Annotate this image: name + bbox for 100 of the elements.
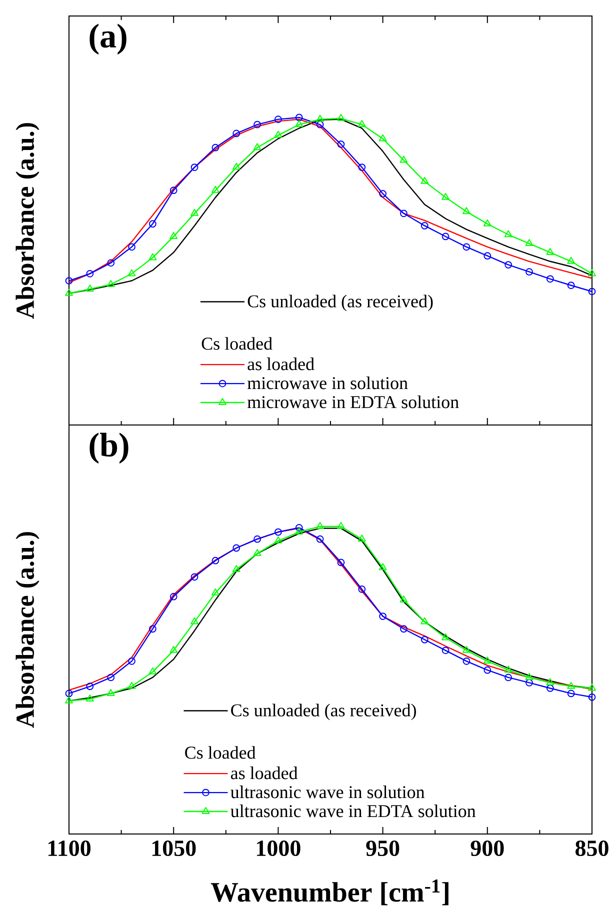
point (274, 536, 282, 544)
point (588, 288, 596, 296)
point (65, 690, 73, 698)
point (420, 222, 428, 230)
y-axis-title: Absorbance (a.u.) (16, 532, 40, 728)
point (274, 130, 282, 138)
legend-label: ultrasonic wave in solution (230, 786, 425, 798)
point (253, 143, 262, 150)
point (400, 625, 408, 633)
legend-label: Cs unloaded (as received) (231, 704, 416, 720)
chart-title: (b) (90, 432, 128, 464)
point (462, 207, 470, 214)
point (253, 549, 262, 556)
point (212, 144, 220, 152)
point (170, 186, 178, 194)
point (190, 208, 198, 216)
point (442, 633, 450, 640)
point (483, 656, 492, 664)
point (65, 288, 73, 296)
point (232, 544, 240, 552)
point (274, 528, 282, 536)
point (190, 164, 198, 171)
point (106, 688, 115, 696)
point (483, 219, 492, 226)
point (65, 696, 73, 704)
point (232, 162, 240, 170)
point (148, 625, 156, 633)
point (504, 666, 512, 673)
legend-label: as loaded (248, 358, 314, 370)
x-tick-label: 950 (366, 840, 400, 856)
point (420, 617, 429, 624)
point (442, 232, 450, 240)
point (567, 690, 575, 698)
point (316, 522, 324, 529)
point (504, 261, 512, 268)
point (337, 558, 345, 566)
point (378, 563, 387, 570)
point (525, 239, 534, 246)
point (504, 230, 512, 238)
point (400, 595, 408, 602)
point (232, 130, 240, 138)
point (190, 573, 198, 581)
point (316, 114, 324, 122)
point (254, 120, 261, 128)
point (504, 674, 512, 682)
point (148, 667, 157, 674)
point (212, 556, 220, 564)
point (86, 682, 94, 690)
point (211, 588, 220, 596)
point (316, 120, 324, 128)
y-axis-title: Absorbance (a.u.) (16, 123, 40, 319)
point (358, 534, 366, 542)
chart-title: (a) (90, 24, 126, 55)
point (336, 522, 345, 529)
point (546, 678, 554, 686)
point (148, 220, 156, 228)
point (295, 528, 304, 535)
point (442, 646, 450, 654)
point (337, 140, 345, 148)
point (128, 269, 136, 276)
point (588, 684, 596, 691)
point (190, 617, 198, 624)
point (106, 280, 115, 287)
legend-label: as loaded (230, 766, 298, 780)
point (358, 586, 366, 593)
point (567, 256, 576, 264)
x-tick-label: 1000 (257, 840, 300, 856)
point (358, 164, 366, 171)
point (420, 176, 429, 184)
point (336, 114, 345, 121)
legend-title: Cs loaded (185, 746, 256, 759)
point (358, 120, 366, 128)
point (170, 592, 178, 600)
legend-label: Cs unloaded (as received) (248, 294, 433, 312)
point (128, 657, 136, 665)
point (442, 192, 450, 200)
x-tick-label: 1100 (48, 840, 90, 856)
legend-label: ultrasonic wave in EDTA solution (230, 804, 476, 818)
x-axis-title: Wavenumber [cm$^{-1}$] (210, 880, 448, 906)
point (379, 190, 386, 198)
point (295, 120, 304, 128)
point (86, 270, 94, 278)
point (378, 134, 387, 142)
legend-label: microwave in EDTA solution (247, 396, 459, 408)
point (525, 672, 534, 680)
point (148, 253, 157, 260)
point (316, 535, 324, 543)
legend-title: Cs loaded (202, 337, 272, 350)
legend-label: microwave in solution (247, 376, 408, 390)
point (400, 210, 408, 218)
point (462, 646, 470, 653)
point (128, 243, 136, 251)
point (588, 693, 596, 701)
point (86, 284, 94, 292)
point (526, 268, 533, 276)
point (295, 114, 303, 122)
point (588, 269, 596, 276)
point (462, 657, 470, 665)
point (107, 674, 115, 682)
point (420, 636, 428, 644)
